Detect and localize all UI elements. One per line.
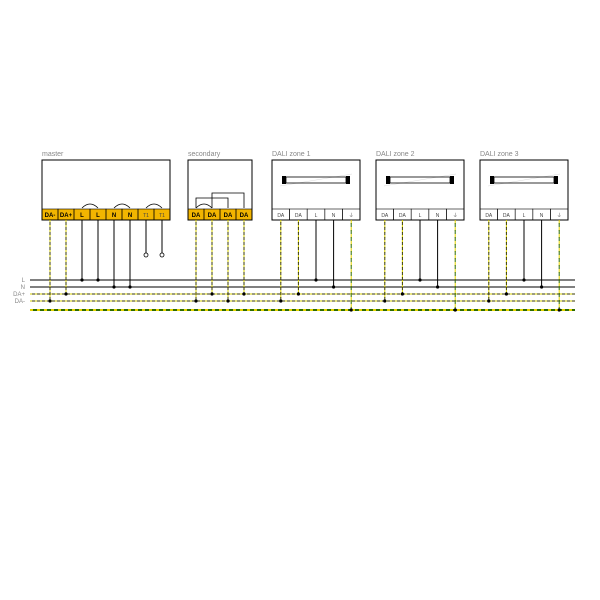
svg-text:N: N <box>21 285 25 291</box>
svg-text:N: N <box>112 213 116 219</box>
svg-text:secondary: secondary <box>188 151 221 158</box>
svg-text:DA-: DA- <box>15 299 25 305</box>
svg-text:DALI zone 1: DALI zone 1 <box>272 151 311 158</box>
svg-text:DA: DA <box>277 213 285 219</box>
wiring-diagram: { "diagram": { "type": "flowchart", "bac… <box>0 0 600 600</box>
svg-text:DA: DA <box>381 213 389 219</box>
svg-text:DA+: DA+ <box>13 292 25 298</box>
svg-text:DA: DA <box>503 213 511 219</box>
diagram-svg: LNDA+DA-masterDA-DA+LLNNT1T1secondaryDAD… <box>0 0 600 600</box>
svg-text:L: L <box>419 213 422 219</box>
svg-text:N: N <box>436 213 440 219</box>
svg-text:L: L <box>315 213 318 219</box>
svg-text:DALI zone 3: DALI zone 3 <box>480 151 519 158</box>
svg-text:L: L <box>96 213 100 219</box>
svg-text:master: master <box>42 151 64 158</box>
svg-text:N: N <box>128 213 132 219</box>
svg-text:N: N <box>540 213 544 219</box>
svg-text:T1: T1 <box>159 213 165 219</box>
svg-text:DA: DA <box>224 213 233 219</box>
svg-text:DA: DA <box>240 213 249 219</box>
svg-text:DALI zone 2: DALI zone 2 <box>376 151 415 158</box>
svg-text:⏚: ⏚ <box>453 212 458 219</box>
svg-text:DA+: DA+ <box>60 213 73 219</box>
svg-text:N: N <box>332 213 336 219</box>
svg-text:L: L <box>80 213 84 219</box>
svg-text:DA: DA <box>208 213 217 219</box>
svg-text:L: L <box>22 278 26 284</box>
svg-text:DA: DA <box>399 213 407 219</box>
svg-text:⏚: ⏚ <box>349 212 354 219</box>
svg-text:DA: DA <box>192 213 201 219</box>
svg-text:T1: T1 <box>143 213 149 219</box>
svg-text:DA-: DA- <box>45 213 56 219</box>
svg-text:DA: DA <box>295 213 303 219</box>
svg-text:L: L <box>523 213 526 219</box>
svg-text:⏚: ⏚ <box>557 212 562 219</box>
svg-text:DA: DA <box>485 213 493 219</box>
